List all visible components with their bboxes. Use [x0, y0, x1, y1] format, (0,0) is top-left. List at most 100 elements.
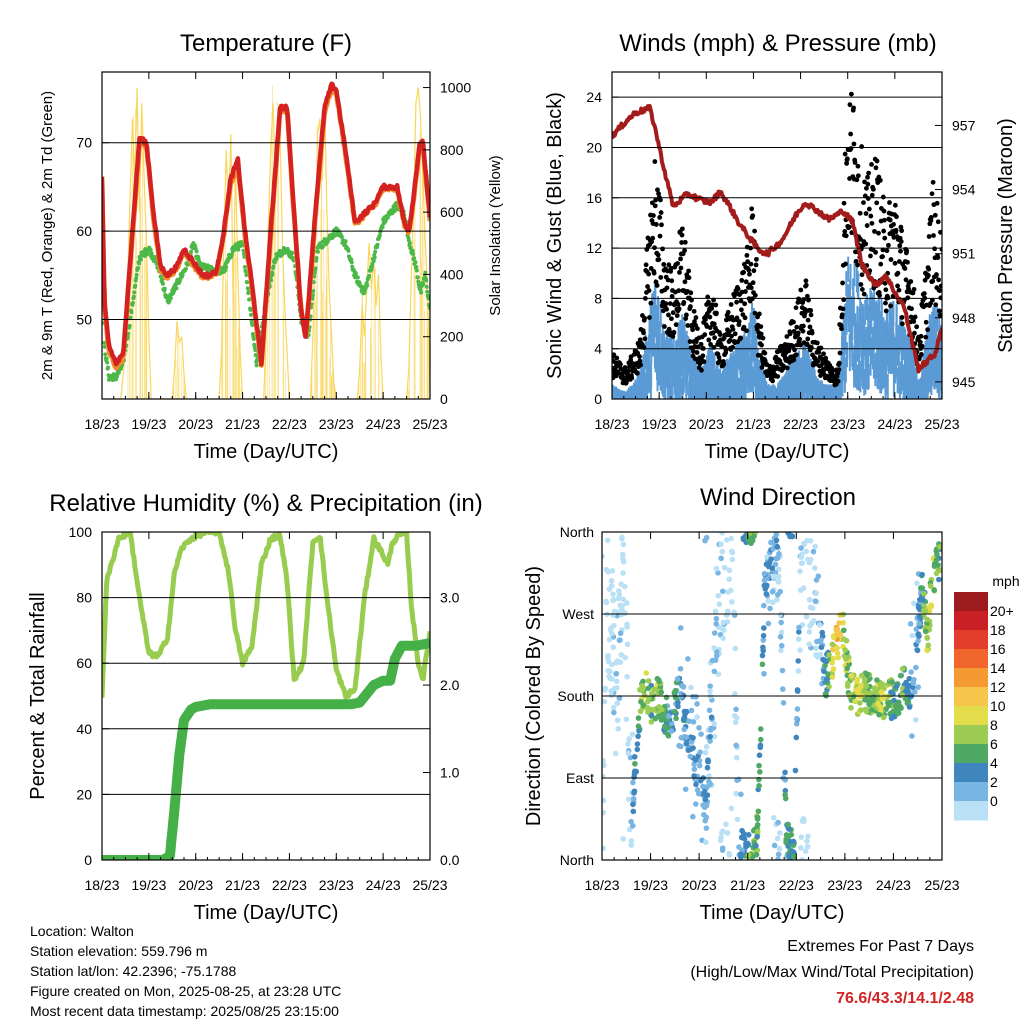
direction-point	[719, 548, 726, 555]
dewpoint-point	[148, 247, 153, 252]
gust-point	[921, 291, 927, 296]
gust-point	[930, 179, 936, 185]
gust-point	[678, 256, 683, 262]
gust-point	[742, 301, 748, 307]
direction-point	[658, 689, 665, 696]
direction-point	[803, 548, 810, 555]
direction-point	[719, 588, 726, 595]
direction-point	[665, 732, 672, 739]
direction-point	[707, 733, 713, 740]
direction-point	[690, 813, 696, 820]
gust-point	[675, 261, 681, 266]
direction-point	[924, 647, 930, 654]
direction-point	[927, 583, 934, 589]
direction-point	[755, 808, 762, 815]
direction-point	[732, 645, 739, 652]
gust-point	[803, 282, 809, 288]
gust-point	[899, 228, 905, 234]
x-tick-label: 23/23	[830, 416, 865, 432]
dewpoint-point	[180, 273, 185, 278]
gust-point	[678, 265, 684, 271]
gust-point	[675, 302, 681, 307]
winds-pressure-chart: Winds (mph) & Pressure (mb) Time (Day/UT…	[544, 30, 1017, 463]
direction-point	[645, 678, 652, 684]
direction-point	[605, 653, 611, 659]
temp-2m-line	[102, 81, 430, 367]
direction-point	[644, 709, 651, 715]
direction-point	[603, 598, 609, 605]
colorbar-label: 6	[990, 736, 998, 752]
gust-point	[637, 358, 643, 364]
gust-point	[938, 283, 942, 289]
dewpoint-point	[132, 290, 137, 295]
direction-point	[691, 766, 698, 772]
direction-point	[640, 702, 647, 709]
direction-point	[907, 621, 914, 627]
gust-point	[663, 301, 669, 307]
direction-point	[796, 624, 802, 631]
direction-point	[637, 708, 644, 715]
direction-point	[618, 535, 625, 542]
gust-point	[859, 287, 865, 292]
direction-point	[701, 791, 708, 797]
dewpoint-point	[349, 260, 354, 265]
gust-point	[865, 181, 871, 187]
direction-point	[698, 731, 704, 737]
direction-point	[817, 651, 824, 658]
direction-point	[754, 814, 761, 821]
direction-point	[834, 645, 840, 651]
direction-point	[602, 845, 606, 852]
plot-frame	[601, 531, 943, 861]
dewpoint-point	[185, 262, 190, 267]
colorbar-label: 10	[990, 698, 1006, 714]
humidity-precip-chart: Relative Humidity (%) & Precipitation (i…	[27, 490, 483, 924]
x-axis-label: Time (Day/UTC)	[194, 441, 339, 463]
gust-point	[859, 144, 865, 149]
gust-point	[726, 329, 732, 335]
direction-point	[718, 541, 724, 547]
gust-point	[775, 374, 781, 379]
direction-point	[713, 652, 720, 659]
colorbar-swatch	[954, 630, 988, 650]
direction-point	[616, 637, 623, 644]
x-tick-label: 18/23	[584, 877, 619, 893]
gust-point	[802, 306, 808, 312]
direction-point	[911, 600, 917, 607]
gust-point	[741, 269, 747, 275]
colorbar-label: 18	[990, 622, 1006, 638]
gust-point	[809, 330, 815, 336]
dewpoint-point	[236, 247, 241, 252]
dewpoint-point	[172, 288, 177, 293]
direction-point	[806, 596, 813, 603]
gust-point	[939, 313, 942, 318]
direction-point	[610, 644, 617, 651]
direction-point	[804, 843, 811, 850]
direction-point	[606, 636, 613, 643]
gust-point	[852, 160, 858, 165]
colorbar-swatch	[954, 668, 988, 688]
direction-point	[614, 700, 621, 707]
direction-point	[612, 750, 619, 757]
direction-point	[610, 612, 616, 618]
chart-title: Wind Direction	[700, 484, 856, 511]
direction-point	[790, 838, 797, 845]
direction-point	[761, 570, 768, 577]
direction-point	[704, 764, 711, 771]
y-tick-label: 20	[76, 786, 92, 802]
y2-tick-label: 957	[952, 117, 976, 133]
gust-point	[674, 313, 680, 319]
direction-point	[843, 637, 850, 644]
direction-point	[797, 568, 803, 575]
dewpoint-point	[223, 268, 228, 273]
direction-point	[721, 564, 728, 571]
gust-point	[692, 356, 698, 362]
dewpoint-point	[355, 275, 360, 280]
direction-point	[615, 726, 622, 732]
gust-point	[872, 228, 877, 234]
dewpoint-point	[251, 337, 256, 342]
gust-point	[925, 273, 931, 278]
gust-point	[865, 196, 871, 201]
direction-point	[787, 832, 794, 838]
direction-point	[754, 847, 761, 854]
direction-point	[793, 734, 800, 741]
